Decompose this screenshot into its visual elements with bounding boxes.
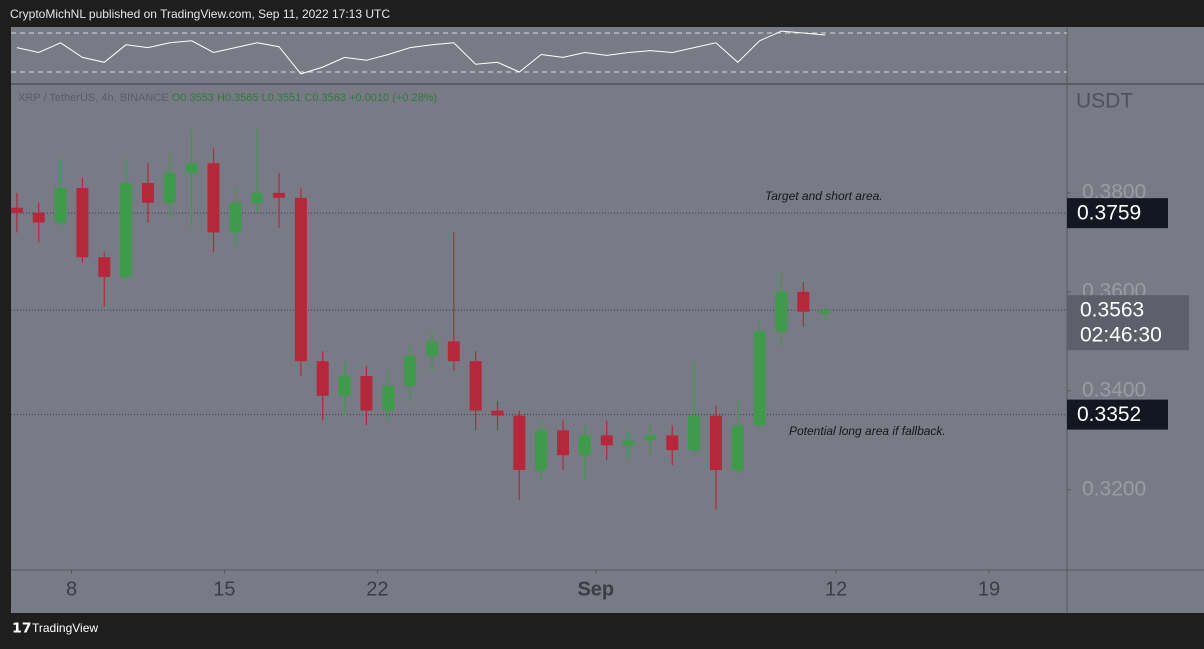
candle-body xyxy=(644,435,657,441)
candle-body xyxy=(753,331,766,426)
candle-body xyxy=(775,291,788,332)
candle-body xyxy=(797,291,810,312)
candle-body xyxy=(10,207,23,213)
candle-body xyxy=(229,202,242,233)
candle-body xyxy=(273,192,286,198)
candle-body xyxy=(185,163,198,174)
candle-body xyxy=(141,182,154,203)
axis-unit: USDT xyxy=(1076,90,1133,113)
x-tick-label: 12 xyxy=(825,578,847,600)
chart-bg xyxy=(11,27,1204,613)
level-tag xyxy=(1067,399,1168,430)
price-tag xyxy=(1067,295,1189,351)
level-tag xyxy=(1067,198,1168,229)
legend-low: L0.3551 xyxy=(262,92,302,104)
candle-body xyxy=(76,187,89,258)
countdown: 02:46:30 xyxy=(1080,324,1162,347)
x-tick-label: 19 xyxy=(978,578,1000,600)
brand: TradingView xyxy=(32,621,98,635)
candle-body xyxy=(622,440,635,446)
candle-body xyxy=(666,435,679,451)
candle-body xyxy=(600,435,613,446)
legend-change: +0.0010 (+0.28%) xyxy=(349,92,437,104)
footer: 𝟭𝟳 TradingView xyxy=(12,620,98,636)
candle-body xyxy=(120,182,133,278)
y-tick-label: 0.3200 xyxy=(1082,477,1146,500)
candle-body xyxy=(54,187,67,223)
level-label: 0.3352 xyxy=(1077,403,1141,426)
candle-body xyxy=(338,376,351,396)
candle-body xyxy=(163,173,176,203)
x-tick-label: 22 xyxy=(366,578,388,600)
x-tick-label: 8 xyxy=(66,578,77,600)
candle-body xyxy=(294,197,307,362)
candle-body xyxy=(688,415,701,451)
legend-open: O0.3553 xyxy=(172,92,214,104)
candle-body xyxy=(404,356,417,386)
rsi-line xyxy=(16,30,826,75)
candle-body xyxy=(207,163,220,233)
candle-body xyxy=(535,430,548,471)
candle-body xyxy=(447,341,460,362)
candle-body xyxy=(316,361,329,396)
candle-body xyxy=(513,415,526,471)
x-tick-label: Sep xyxy=(577,578,614,600)
price-label: 0.3563 xyxy=(1080,299,1144,322)
annotation: Target and short area. xyxy=(765,189,883,203)
publisher: CryptoMichNL published on TradingView.co… xyxy=(10,7,390,21)
legend-symbol: XRP / TetherUS, 4h, BINANCE xyxy=(18,92,169,104)
logo: 𝟭𝟳 xyxy=(12,620,31,636)
candle-body xyxy=(469,361,482,411)
candle-body xyxy=(98,257,111,278)
annotation: Potential long area if fallback. xyxy=(789,424,946,438)
candle-body xyxy=(382,385,395,411)
candle-body xyxy=(360,376,373,411)
legend-high: H0.3565 xyxy=(217,92,259,104)
candle-body xyxy=(557,430,570,456)
legend-close: C0.3563 xyxy=(304,92,346,104)
y-tick-label: 0.3800 xyxy=(1082,180,1146,203)
legend: XRP / TetherUS, 4h, BINANCE O0.3553 H0.3… xyxy=(18,92,437,104)
candle-body xyxy=(731,425,744,471)
candle-body xyxy=(709,415,722,471)
candle-body xyxy=(819,310,832,314)
candle-body xyxy=(491,410,504,416)
level-label: 0.3759 xyxy=(1077,202,1141,225)
candle-body xyxy=(425,341,438,357)
y-tick-label: 0.3400 xyxy=(1082,378,1146,401)
x-tick-label: 15 xyxy=(213,578,235,600)
candle-body xyxy=(32,212,45,223)
candle-body xyxy=(578,435,591,456)
candle-body xyxy=(251,192,264,203)
